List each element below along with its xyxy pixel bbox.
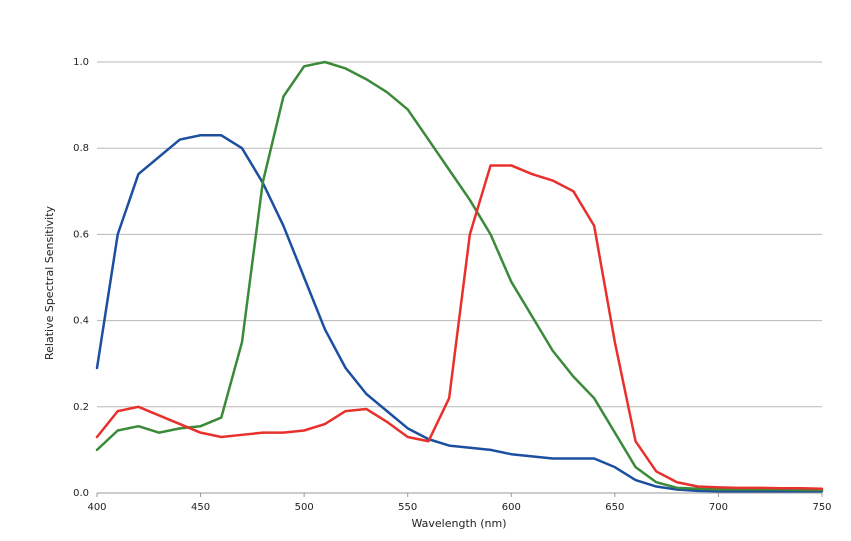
x-tick-label: 450 [191,502,210,513]
y-tick-label: 0.4 [73,316,89,327]
x-tick-label: 650 [605,502,624,513]
x-tick-label: 600 [502,502,521,513]
series-line [95,134,824,493]
y-axis-title: Relative Spectral Sensitivity [43,206,56,361]
x-tick-label: 500 [295,502,314,513]
series-line [95,164,824,490]
y-tick-label: 1.0 [73,57,89,68]
series-line [95,60,824,492]
y-tick-label: 0.2 [73,402,89,413]
y-tick-label: 0.6 [73,229,89,240]
x-tick-label: 750 [812,502,831,513]
x-tick-label: 700 [709,502,728,513]
x-tick-label: 550 [398,502,417,513]
y-tick-label: 0.8 [73,143,89,154]
x-tick-label: 400 [87,502,106,513]
y-tick-label: 0.0 [73,488,89,499]
x-axis-title: Wavelength (nm) [411,517,506,530]
